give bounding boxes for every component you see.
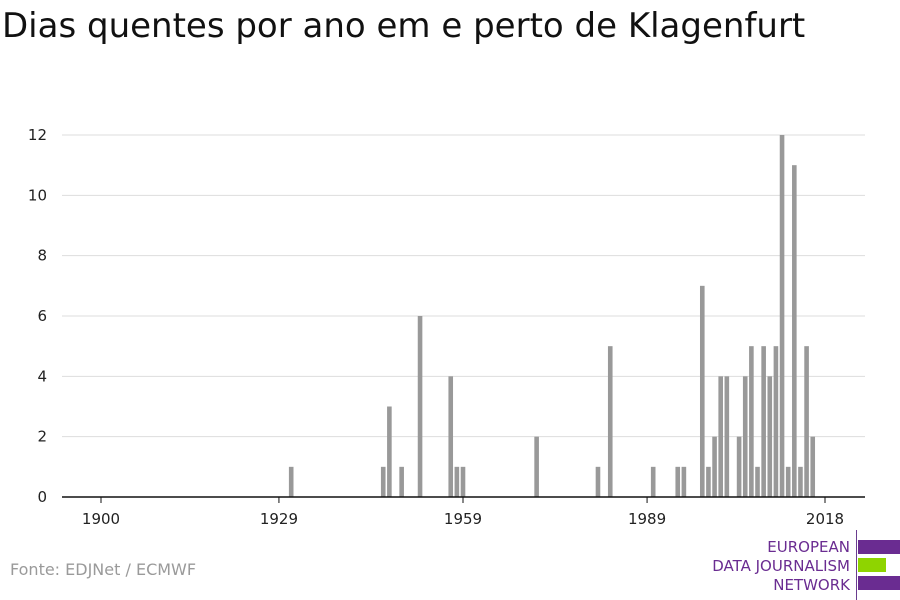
bar (681, 466, 687, 497)
gridlines (62, 134, 865, 438)
y-tick-label: 0 (37, 488, 47, 506)
bar (718, 376, 723, 497)
source-note: Fonte: EDJNet / ECMWF (10, 560, 197, 579)
edjnet-logo: EUROPEAN DATA JOURNALISM NETWORK (700, 530, 900, 600)
x-tick-label: 1989 (628, 510, 666, 528)
chart-title: Dias quentes por ano em e perto de Klage… (2, 6, 806, 46)
bar (792, 165, 797, 497)
y-tick-label: 6 (37, 307, 47, 325)
logo-bar-middle (858, 558, 886, 572)
axes: 0 2 4 6 8 10 12 1900 1929 1959 1989 2018 (28, 126, 865, 528)
logo-bar-top (858, 540, 900, 554)
bar (417, 316, 423, 497)
bar (712, 436, 717, 497)
bar (399, 466, 404, 497)
bar (724, 376, 730, 497)
bar (755, 466, 760, 497)
x-tick-label: 2018 (806, 510, 844, 528)
bar (380, 466, 386, 497)
x-tick-label: 1929 (260, 510, 298, 528)
bar (288, 466, 294, 497)
x-tick-label: 1900 (82, 510, 120, 528)
logo-line-3: NETWORK (773, 576, 850, 594)
bars (288, 135, 816, 497)
bar (761, 346, 766, 497)
logo-divider (856, 530, 857, 600)
bar (650, 466, 656, 497)
bar (454, 466, 460, 497)
bar (534, 436, 539, 497)
bar (749, 346, 754, 497)
bar (387, 406, 392, 497)
bar (767, 376, 773, 497)
bar (607, 346, 613, 497)
logo-line-2: DATA JOURNALISM (712, 557, 850, 575)
bar (699, 285, 705, 497)
logo-line-1: EUROPEAN (767, 538, 850, 556)
bar (773, 346, 779, 497)
bar (742, 376, 748, 497)
x-tick-label: 1959 (444, 510, 482, 528)
bar (804, 346, 809, 497)
bar (798, 466, 803, 497)
bar (675, 466, 681, 497)
bar (810, 436, 816, 497)
bar (706, 466, 711, 497)
bar (736, 436, 742, 497)
bar (779, 135, 785, 497)
bar (448, 376, 454, 497)
bar (785, 466, 791, 497)
bar (460, 466, 466, 497)
logo-bar-bottom (858, 576, 900, 590)
y-tick-label: 10 (28, 186, 47, 204)
y-tick-label: 4 (37, 367, 47, 385)
bar (595, 466, 601, 497)
y-tick-label: 8 (37, 247, 47, 265)
y-tick-label: 2 (37, 428, 47, 446)
y-tick-label: 12 (28, 126, 47, 144)
